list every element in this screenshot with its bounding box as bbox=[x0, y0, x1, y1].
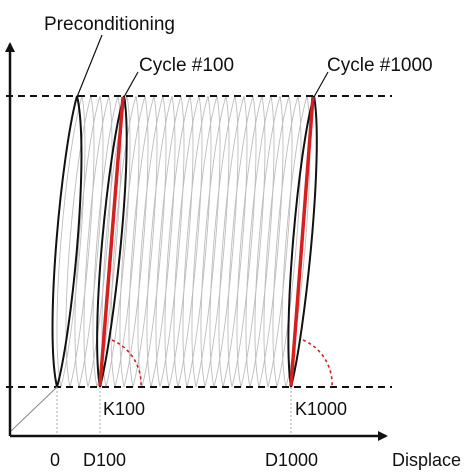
cycle-100-label: Cycle #100 bbox=[139, 55, 234, 76]
faint-cycle-loop bbox=[209, 95, 239, 388]
x-axis-label: Displace bbox=[392, 450, 461, 470]
faint-cycle-loop bbox=[218, 95, 248, 388]
origin-guide-line bbox=[9, 386, 58, 433]
cycle-100-stiffness-line bbox=[98, 96, 125, 387]
faint-cycle-loop bbox=[101, 95, 131, 388]
k100-angle-arc bbox=[111, 339, 142, 388]
faint-cycle-loop bbox=[263, 95, 293, 388]
faint-cycle-loop bbox=[128, 95, 158, 388]
x-tick-label: D100 bbox=[83, 450, 126, 470]
faint-cycle-loop bbox=[272, 95, 302, 388]
k100-label: K100 bbox=[103, 399, 145, 419]
faint-cycle-loop bbox=[119, 95, 149, 388]
faint-cycle-loop bbox=[65, 95, 95, 388]
k1000-label: K1000 bbox=[295, 399, 347, 419]
faint-cycle-loop bbox=[227, 95, 257, 388]
faint-cycle-loop bbox=[254, 95, 284, 388]
k1000-angle-arc bbox=[302, 339, 333, 388]
faint-cycle-loop bbox=[83, 95, 113, 388]
cycle-1000-stiffness-line bbox=[289, 96, 315, 387]
preconditioning-leader-line bbox=[76, 34, 103, 98]
x-tick-label: D1000 bbox=[265, 450, 318, 470]
faint-cycle-loop bbox=[137, 95, 167, 388]
faint-cycle-loop bbox=[74, 95, 104, 388]
faint-cycle-loop bbox=[173, 95, 203, 388]
cycle-1000-leader-line bbox=[313, 71, 329, 98]
faint-cycle-loop bbox=[236, 95, 266, 388]
cycle-100-leader-line bbox=[123, 71, 139, 98]
cycle-1000-label: Cycle #1000 bbox=[327, 55, 433, 76]
preconditioning-label: Preconditioning bbox=[44, 14, 175, 35]
faint-cycle-loop bbox=[146, 95, 176, 388]
faint-cycle-loop bbox=[164, 95, 194, 388]
faint-cycle-loop bbox=[155, 95, 185, 388]
x-tick-label: 0 bbox=[50, 450, 60, 470]
faint-cycle-loop bbox=[200, 95, 230, 388]
intermediate-cycle-loops bbox=[56, 95, 311, 388]
faint-cycle-loop bbox=[182, 95, 212, 388]
faint-cycle-loop bbox=[245, 95, 275, 388]
faint-cycle-loop bbox=[191, 95, 221, 388]
